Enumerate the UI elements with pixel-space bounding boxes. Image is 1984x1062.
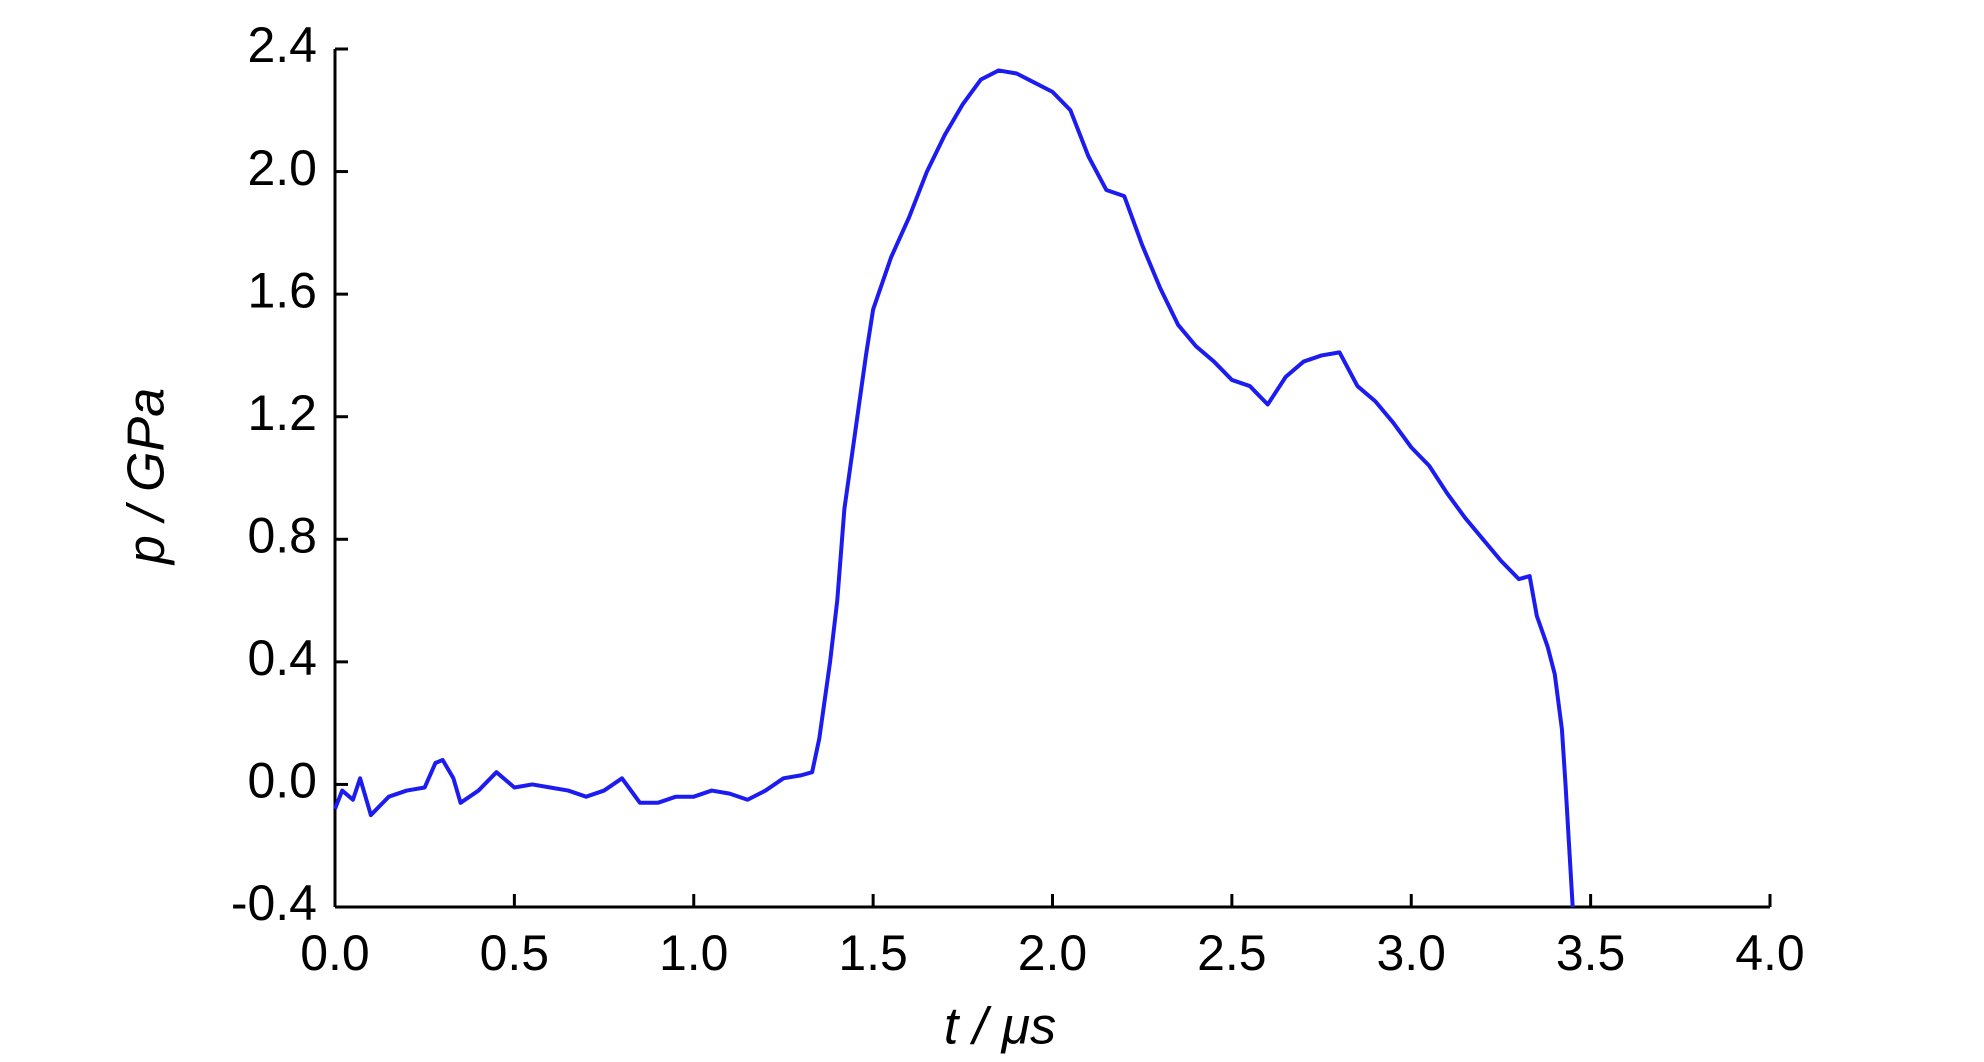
y-tick-label: 2.0 (247, 140, 317, 196)
y-tick-label: 0.4 (247, 630, 317, 686)
x-axis-title: t / μs (944, 998, 1056, 1056)
y-tick-label: 1.6 (247, 262, 317, 318)
x-tick-label: 3.5 (1556, 925, 1626, 981)
data-line (333, 68, 1575, 908)
y-tick-label: 2.4 (247, 17, 317, 73)
x-tick-label: 2.5 (1197, 925, 1267, 981)
x-tick-label: 1.5 (838, 925, 908, 981)
y-axis-title: p / GPa (118, 388, 176, 566)
x-tick-label: 4.0 (1735, 925, 1805, 981)
y-tick-label: 0.0 (247, 753, 317, 809)
x-tick-label: 3.0 (1376, 925, 1446, 981)
x-tick-label: 0.5 (480, 925, 550, 981)
y-tick-label: 1.2 (247, 385, 317, 441)
x-tick-label: 1.0 (659, 925, 729, 981)
y-tick-label: 0.8 (247, 507, 317, 563)
y-tick-label: -0.4 (231, 875, 317, 931)
x-tick-label: 2.0 (1018, 925, 1088, 981)
x-tick-label: 0.0 (300, 925, 370, 981)
